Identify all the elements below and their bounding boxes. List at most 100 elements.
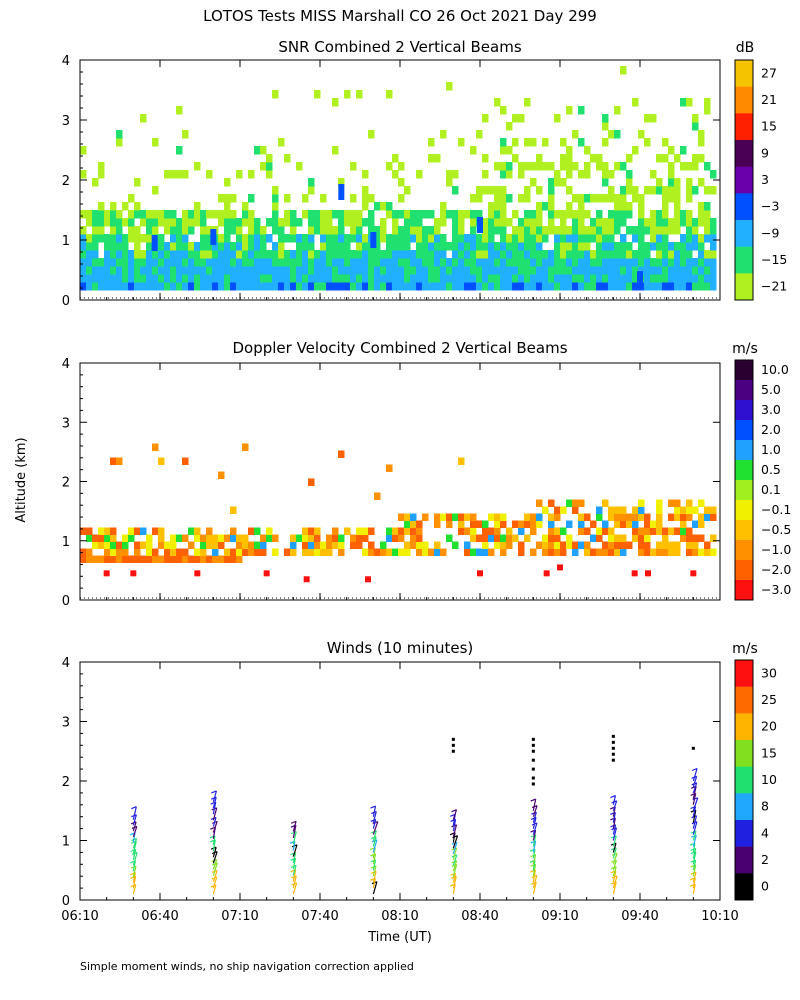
snr-cell: [506, 242, 513, 251]
colorbar-swatch: [735, 560, 753, 581]
doppler-cell: [146, 548, 153, 556]
snr-cell: [644, 266, 651, 275]
snr-cell: [698, 282, 705, 291]
snr-cell: [266, 234, 273, 243]
wind-barb: [612, 847, 617, 859]
snr-cell: [698, 202, 705, 211]
snr-cell: [584, 258, 591, 267]
snr-cell: [320, 250, 327, 259]
snr-cell: [176, 170, 183, 179]
snr-cell: [458, 258, 465, 267]
snr-cell: [710, 170, 717, 179]
colorbar-label: −0.5: [761, 522, 791, 537]
doppler-cell: [224, 548, 231, 556]
snr-cell: [512, 234, 519, 243]
snr-cell: [602, 226, 609, 235]
snr-cell: [386, 274, 393, 283]
snr-cell: [86, 210, 93, 219]
snr-cell: [92, 226, 99, 235]
doppler-cell: [182, 534, 189, 542]
snr-cell: [686, 266, 693, 275]
plot-frame: [79, 661, 721, 901]
snr-cell: [416, 282, 423, 291]
doppler-cell: [482, 541, 489, 549]
snr-cell: [368, 274, 375, 283]
doppler-cell: [620, 520, 627, 528]
snr-cell: [308, 258, 315, 267]
snr-cell: [248, 242, 255, 251]
wind-barb: [612, 870, 617, 883]
doppler-cell: [146, 541, 153, 549]
snr-cell: [344, 234, 351, 243]
snr-cell: [488, 234, 495, 243]
wind-barb: [212, 884, 217, 895]
snr-cell: [374, 274, 381, 283]
snr-cell: [584, 266, 591, 275]
snr-cell: [248, 234, 255, 243]
snr-cell: [614, 266, 621, 275]
snr-cell: [578, 274, 585, 283]
doppler-cell: [500, 513, 507, 521]
snr-cell: [278, 282, 285, 291]
snr-cell: [242, 266, 249, 275]
doppler-cell: [110, 457, 117, 465]
snr-cell: [500, 162, 507, 171]
wind-barb: [692, 797, 699, 811]
snr-cell: [686, 162, 693, 171]
snr-cell: [218, 218, 225, 227]
snr-cell: [236, 266, 243, 275]
snr-cell: [98, 234, 105, 243]
snr-cell: [482, 170, 489, 179]
snr-cell: [320, 274, 327, 283]
wind-barb: [452, 824, 458, 837]
snr-cell: [518, 218, 525, 227]
snr-cell: [560, 234, 567, 243]
doppler-cell: [560, 541, 567, 549]
snr-cell: [644, 258, 651, 267]
snr-cell: [332, 98, 339, 107]
doppler-cell: [110, 534, 117, 542]
snr-cell: [470, 242, 477, 251]
snr-cell: [356, 274, 363, 283]
snr-cell: [704, 250, 711, 259]
snr-cell: [494, 202, 501, 211]
doppler-cell: [122, 555, 129, 563]
snr-cell: [578, 226, 585, 235]
snr-cell: [200, 266, 207, 275]
snr-cell: [206, 170, 213, 179]
snr-cell: [278, 226, 285, 235]
snr-cell: [80, 250, 87, 259]
snr-cell: [332, 274, 339, 283]
snr-cell: [266, 282, 273, 291]
snr-cell: [242, 202, 249, 211]
wind-barb: [692, 851, 697, 865]
doppler-cell: [494, 541, 501, 549]
wind-barb-flag: [691, 834, 697, 838]
wind-barb: [452, 864, 458, 878]
doppler-cell: [188, 527, 195, 535]
snr-cell: [692, 266, 699, 275]
doppler-cell: [134, 555, 141, 563]
snr-cell: [92, 282, 99, 291]
snr-cell: [380, 266, 387, 275]
snr-cell: [266, 162, 273, 171]
doppler-cell: [446, 513, 453, 521]
snr-cell: [362, 250, 369, 259]
snr-cell: [188, 218, 195, 227]
doppler-cell: [710, 534, 717, 542]
snr-cell: [272, 266, 279, 275]
snr-cell: [188, 282, 195, 291]
doppler-cell: [98, 527, 105, 535]
snr-cell: [518, 114, 525, 123]
snr-cell: [104, 250, 111, 259]
wind-barb: [532, 812, 537, 823]
wind-barb-flag: [691, 767, 698, 772]
snr-cell: [710, 242, 717, 251]
snr-cell: [350, 282, 357, 291]
snr-cell: [296, 250, 303, 259]
snr-cell: [524, 210, 531, 219]
snr-cell: [536, 226, 543, 235]
doppler-cell: [263, 570, 270, 577]
snr-cell: [428, 234, 435, 243]
